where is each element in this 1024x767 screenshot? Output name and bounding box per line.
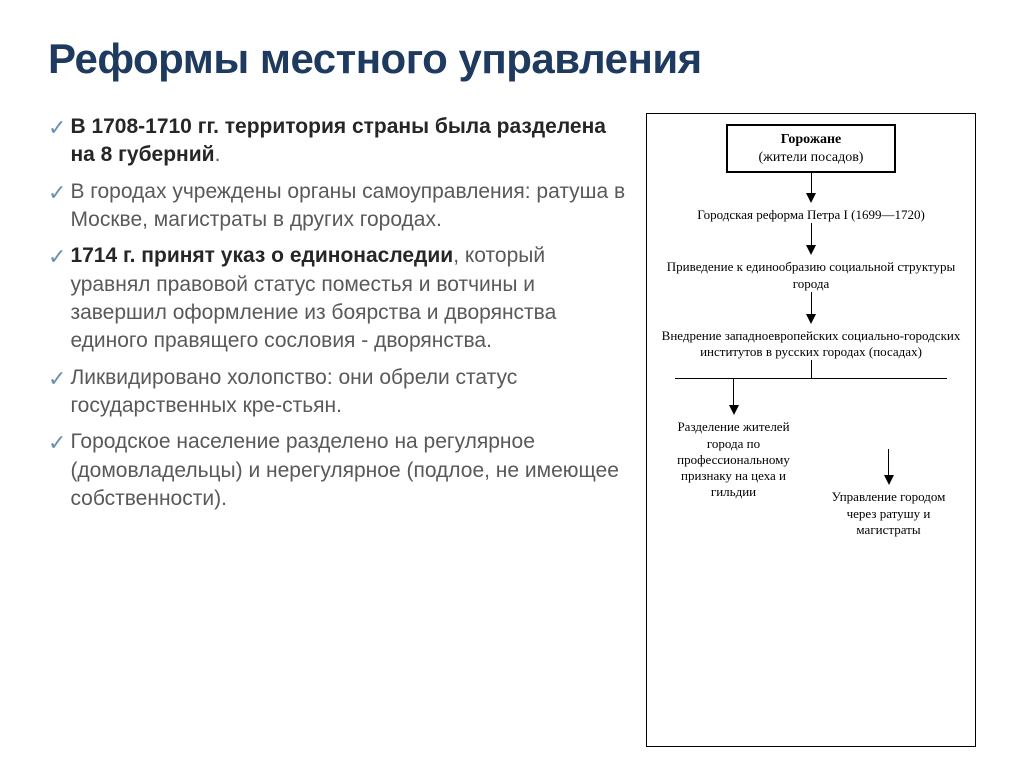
flow-node: Городская реформа Петра I (1699—1720) [681, 207, 941, 223]
bullet-list: ✓ В 1708-1710 гг. территория страны была… [48, 113, 628, 747]
flow-edge [675, 378, 947, 379]
check-icon: ✓ [48, 178, 66, 208]
list-item-text: В 1708-1710 гг. территория страны была р… [70, 113, 628, 170]
flow-node-top: Горожане (жители посадов) [726, 124, 896, 173]
flowchart: Горожане (жители посадов) Городская рефо… [646, 113, 976, 747]
flow-node: Разделение жителей города по профессиона… [661, 419, 806, 500]
check-icon: ✓ [48, 242, 66, 272]
list-item: ✓ В 1708-1710 гг. территория страны была… [48, 113, 628, 170]
page-title: Реформы местного управления [48, 35, 1004, 83]
list-item: ✓ В городах учреждены органы самоуправле… [48, 178, 628, 235]
flow-edge [811, 173, 812, 193]
flow-branches: Разделение жителей города по профессиона… [653, 379, 969, 538]
check-icon: ✓ [48, 113, 66, 143]
flow-node: Приведение к единообразию социальной стр… [666, 259, 956, 292]
content-row: ✓ В 1708-1710 гг. территория страны была… [48, 113, 1004, 747]
flow-node-title: Горожане [781, 132, 842, 147]
check-icon: ✓ [48, 364, 66, 394]
flow-branch-left: Разделение жителей города по профессиона… [661, 379, 806, 538]
check-icon: ✓ [48, 428, 66, 458]
arrow-down-icon [806, 314, 816, 324]
flow-edge [811, 360, 812, 378]
list-item: ✓ Городское население разделено на регул… [48, 428, 628, 513]
arrow-down-icon [806, 245, 816, 255]
list-item: ✓ Ликвидировано холопство: они обрели ст… [48, 364, 628, 421]
arrow-down-icon [729, 405, 739, 415]
list-item-text: В городах учреждены органы самоуправлени… [70, 178, 628, 235]
list-item-text: Городское население разделено на регуляр… [70, 428, 628, 513]
flow-edge [811, 292, 812, 314]
list-item-text: 1714 г. принят указ о единонаследии, кот… [70, 242, 628, 355]
list-item: ✓ 1714 г. принят указ о единонаследии, к… [48, 242, 628, 355]
arrow-down-icon [806, 193, 816, 203]
flow-node: Управление городом через ратушу и магист… [816, 489, 961, 538]
list-item-text: Ликвидировано холопство: они обрели стат… [70, 364, 628, 421]
flow-branch-right: Управление городом через ратушу и магист… [816, 449, 961, 538]
flow-node: Внедрение западноевропейских социально-г… [661, 328, 961, 361]
flow-edge [888, 449, 889, 475]
arrow-down-icon [884, 475, 894, 485]
flow-edge [811, 223, 812, 245]
flow-edge [733, 379, 734, 405]
flow-node-sub: (жители посадов) [759, 150, 864, 165]
